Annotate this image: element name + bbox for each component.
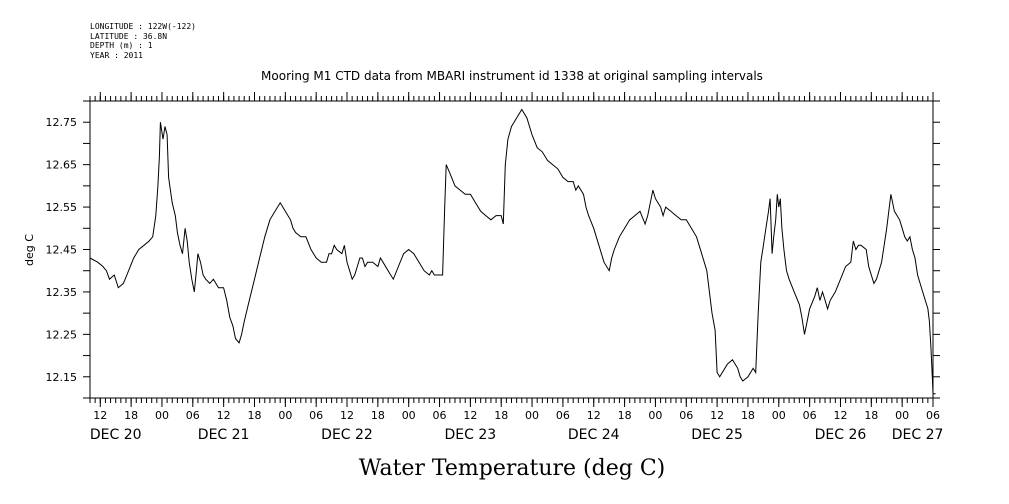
- x-day-label: DEC 20: [90, 427, 142, 443]
- meta-depth: DEPTH (m) : 1: [90, 41, 153, 50]
- x-tick-label: 06: [309, 409, 323, 422]
- x-axis-label: Water Temperature (deg C): [359, 456, 666, 481]
- x-tick-label: 12: [217, 409, 231, 422]
- x-tick-label: 18: [618, 409, 632, 422]
- x-tick-label: 06: [186, 409, 200, 422]
- x-tick-label: 00: [278, 409, 292, 422]
- x-tick-label: 12: [833, 409, 847, 422]
- x-tick-label: 18: [864, 409, 878, 422]
- x-tick-label: 06: [556, 409, 570, 422]
- y-tick-label: 12.25: [46, 328, 78, 341]
- x-tick-label: 12: [710, 409, 724, 422]
- chart-title: Mooring M1 CTD data from MBARI instrumen…: [261, 69, 763, 83]
- x-tick-label: 06: [926, 409, 940, 422]
- x-tick-label: 00: [402, 409, 416, 422]
- x-day-label: DEC 22: [321, 427, 373, 443]
- x-day-label: DEC 26: [815, 427, 867, 443]
- x-tick-label: 18: [247, 409, 261, 422]
- meta-longitude: LONGITUDE : 122W(-122): [90, 22, 196, 31]
- x-axis: 12 18 00 06 12 18 00 06 12 18 00 06 12 18 00 06 12 18 00 06…: [90, 92, 944, 443]
- x-tick-label: 06: [433, 409, 447, 422]
- y-tick-label: 12.35: [46, 286, 78, 299]
- x-day-label: DEC 24: [568, 427, 620, 443]
- x-tick-label: 12: [463, 409, 477, 422]
- y-tick-label: 12.55: [46, 201, 78, 214]
- x-tick-label: 00: [525, 409, 539, 422]
- meta-year: YEAR : 2011: [90, 50, 143, 60]
- x-tick-label: 06: [803, 409, 817, 422]
- y-tick-label: 12.65: [46, 159, 78, 172]
- x-tick-label: 18: [124, 409, 138, 422]
- y-axis: 12.15 12.25 12.35 12.45 12.55 12.65 12.75: [46, 100, 940, 399]
- minor-ticks: [89, 96, 934, 403]
- metadata-block: LONGITUDE : 122W(-122) LATITUDE : 36.8N …: [90, 22, 196, 60]
- x-tick-label: 18: [741, 409, 755, 422]
- x-day-label: DEC 27: [892, 427, 944, 443]
- x-tick-label: 00: [155, 409, 169, 422]
- temperature-series-line: [89, 108, 936, 395]
- x-day-label: DEC 21: [198, 427, 250, 443]
- x-tick-label: 12: [340, 409, 354, 422]
- y-axis-label: deg C: [23, 234, 36, 266]
- x-tick-label: 00: [895, 409, 909, 422]
- x-tick-label: 00: [772, 409, 786, 422]
- x-tick-label: 12: [587, 409, 601, 422]
- x-day-label: DEC 23: [445, 427, 497, 443]
- x-tick-label: 00: [648, 409, 662, 422]
- x-day-label: DEC 25: [691, 427, 743, 443]
- x-tick-label: 18: [494, 409, 508, 422]
- x-tick-label: 12: [93, 409, 107, 422]
- plot-frame: [89, 100, 934, 399]
- x-tick-label: 06: [679, 409, 693, 422]
- y-tick-label: 12.75: [46, 116, 78, 129]
- y-tick-label: 12.15: [46, 371, 78, 384]
- x-tick-label: 18: [371, 409, 385, 422]
- meta-latitude: LATITUDE : 36.8N: [90, 31, 168, 41]
- y-tick-label: 12.45: [46, 244, 78, 257]
